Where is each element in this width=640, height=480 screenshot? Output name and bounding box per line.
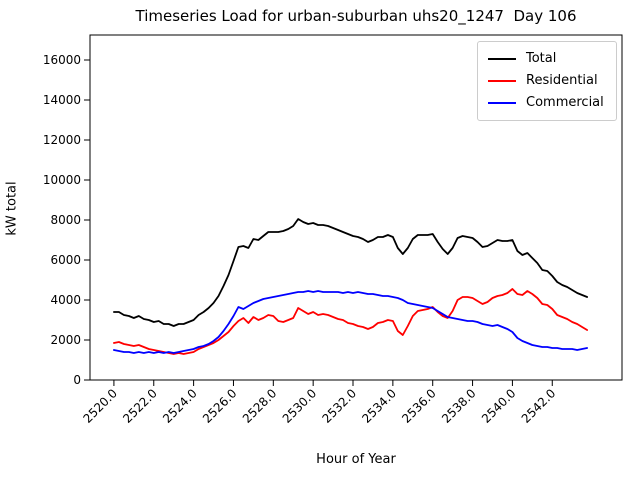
- legend-label: Total: [526, 51, 557, 66]
- y-tick-label: 4000: [50, 293, 81, 307]
- x-axis-label: Hour of Year: [316, 452, 396, 467]
- x-tick-label: 2536.0: [399, 386, 439, 426]
- legend-entry-total: Total: [488, 48, 608, 70]
- y-tick-label: 2000: [50, 333, 81, 347]
- x-tick-label: 2542.0: [519, 386, 559, 426]
- y-tick-label: 10000: [43, 173, 81, 187]
- x-axis-ticks: 2520.0 2522.0 2524.0 2526.0 2528.0 2530.0 2532…: [80, 380, 558, 426]
- x-tick-label: 2528.0: [240, 386, 280, 426]
- x-tick-label: 2524.0: [160, 386, 200, 426]
- y-tick-label: 14000: [43, 93, 81, 107]
- x-tick-label: 2526.0: [200, 386, 240, 426]
- legend-entry-commercial: Commercial: [488, 92, 608, 114]
- y-tick-label: 8000: [50, 213, 81, 227]
- chart-title: Timeseries Load for urban-suburban uhs20…: [135, 7, 577, 25]
- series-line-total: [113, 218, 588, 327]
- x-tick-label: 2532.0: [320, 386, 360, 426]
- series-line-commercial: [113, 290, 588, 354]
- legend-label: Commercial: [526, 95, 604, 110]
- legend: Total Residential Commercial: [477, 41, 617, 121]
- x-tick-label: 2530.0: [280, 386, 320, 426]
- residential-line-sample: [488, 80, 516, 82]
- x-tick-label: 2538.0: [439, 386, 479, 426]
- series-line-residential: [113, 288, 588, 355]
- y-tick-label: 6000: [50, 253, 81, 267]
- legend-label: Residential: [526, 73, 598, 88]
- x-tick-label: 2534.0: [359, 386, 399, 426]
- legend-entry-residential: Residential: [488, 70, 608, 92]
- y-tick-label: 0: [73, 373, 81, 387]
- total-line-sample: [488, 58, 516, 60]
- x-tick-label: 2540.0: [479, 386, 519, 426]
- x-tick-label: 2520.0: [80, 386, 120, 426]
- commercial-line-sample: [488, 102, 516, 104]
- y-tick-label: 12000: [43, 133, 81, 147]
- y-axis-ticks: 0 2000 4000 6000 8000 10000 12000 14000 16000: [43, 53, 90, 387]
- axes-spines: [89, 34, 623, 381]
- y-tick-label: 16000: [43, 53, 81, 67]
- x-tick-label: 2522.0: [120, 386, 160, 426]
